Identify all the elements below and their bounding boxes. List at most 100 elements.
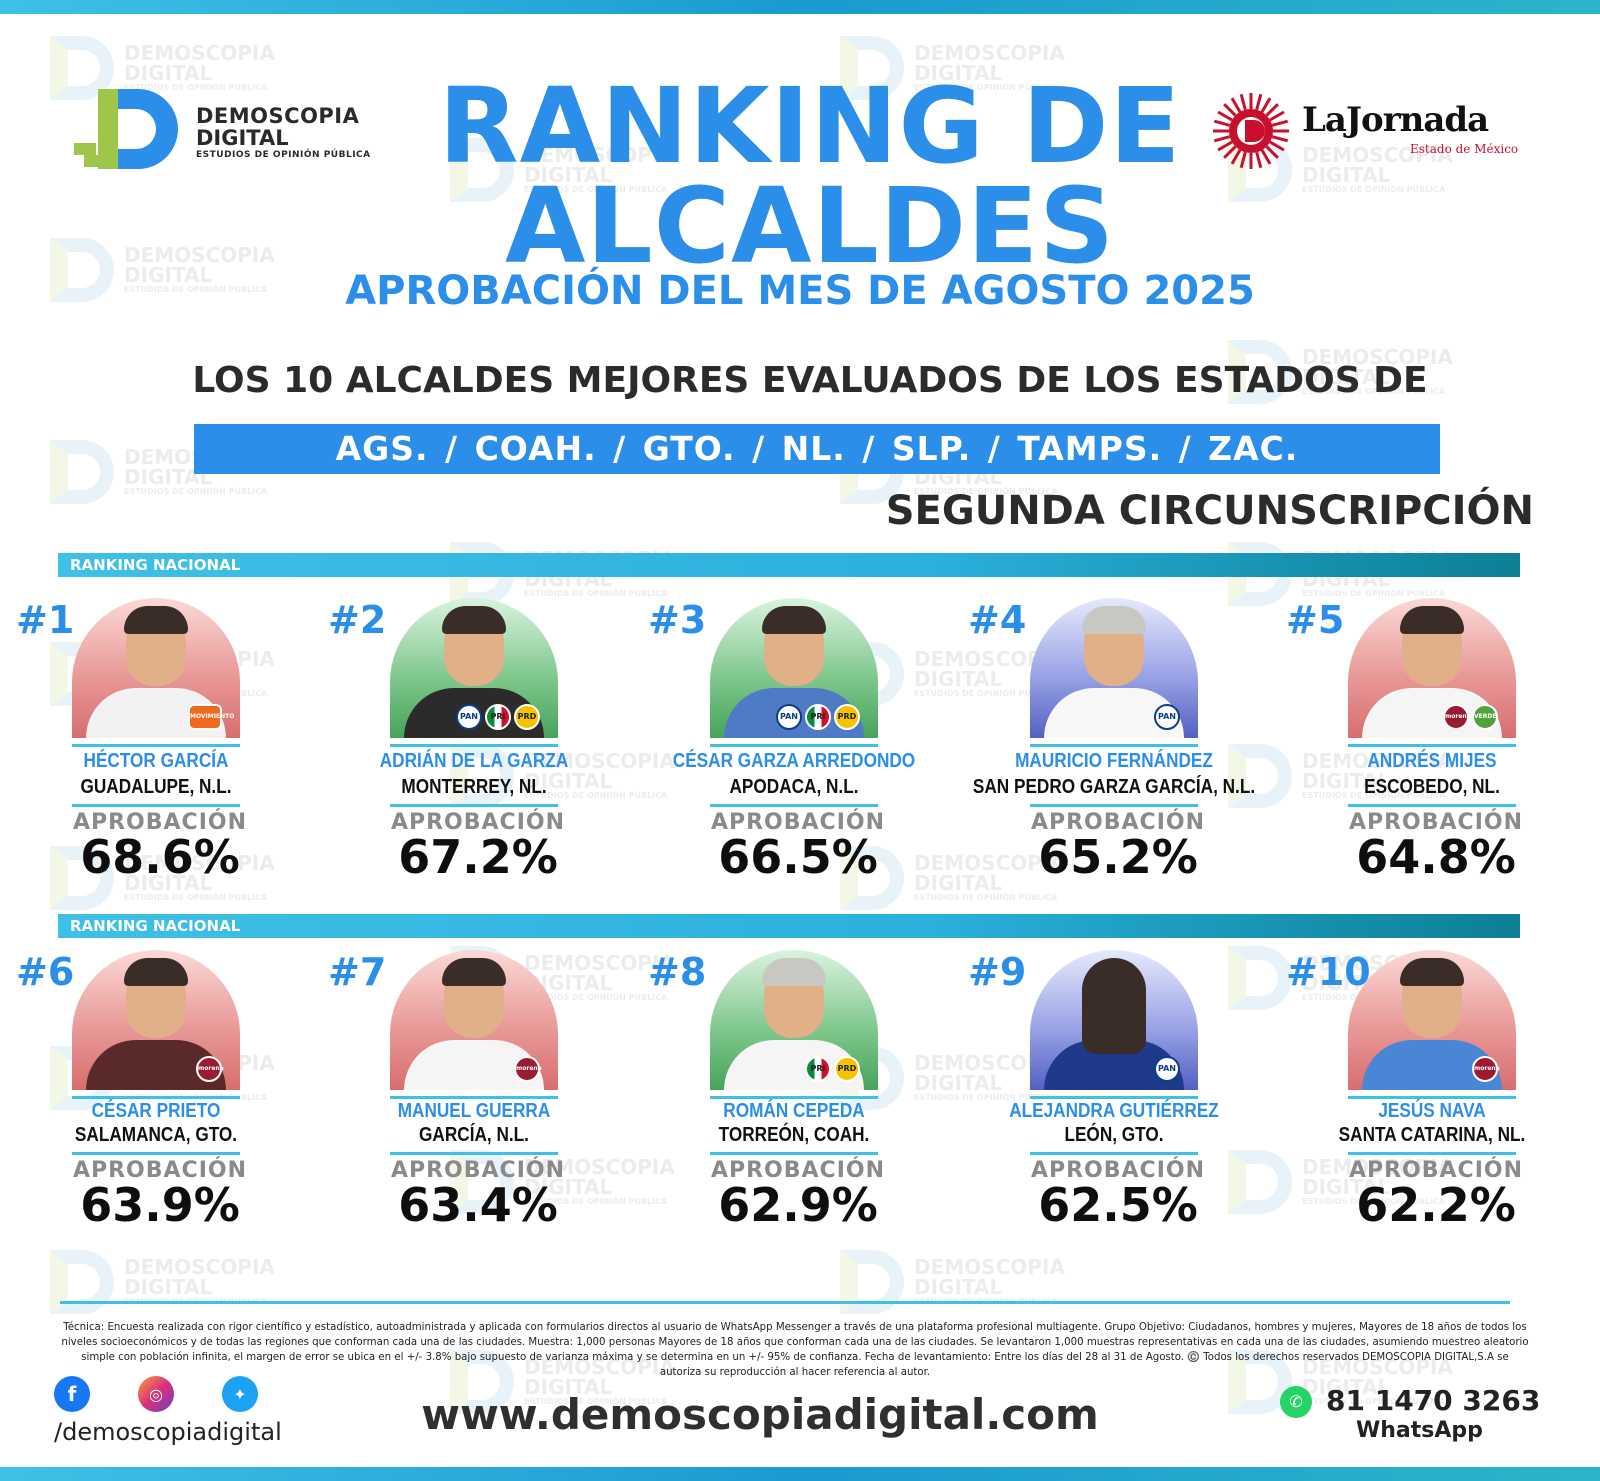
ranking-bar-1: RANKING NACIONAL bbox=[58, 553, 1520, 577]
mayor-card: #3 PAN PRI PRD CÉSAR GARZA ARREDONDO APODACA,… bbox=[648, 598, 948, 898]
watermark-d-icon bbox=[50, 1250, 114, 1314]
name-divider-top bbox=[1348, 1096, 1516, 1099]
name-divider-bottom bbox=[1348, 804, 1516, 807]
mayor-city: SAN PEDRO GARZA GARCÍA, N.L. bbox=[972, 776, 1256, 798]
mayor-city: SANTA CATARINA, NL. bbox=[1338, 1124, 1526, 1146]
name-divider-bottom bbox=[1030, 1152, 1198, 1155]
rank-number: #5 bbox=[1286, 598, 1345, 642]
party-logos: morena bbox=[514, 1056, 542, 1082]
whatsapp-label: WhatsApp bbox=[1356, 1418, 1483, 1443]
mayor-city: APODACA, N.L. bbox=[729, 776, 859, 798]
brand-line-2: DIGITAL bbox=[196, 126, 289, 150]
mayor-card: #6 morena CÉSAR PRIETO SALAMANCA, GTO. APROB… bbox=[10, 950, 310, 1250]
party-logos: PAN PRI PRD bbox=[776, 704, 860, 730]
mayor-city: TORREÓN, COAH. bbox=[718, 1124, 870, 1146]
mayor-photo: PAN PRI PRD bbox=[710, 598, 878, 738]
main-title-line-2: ALCALDES bbox=[504, 165, 1116, 287]
brand-line-1: DEMOSCOPIA bbox=[196, 104, 360, 128]
social-icons: f ◎ ✦ bbox=[54, 1376, 258, 1412]
approval-percentage: 62.5% bbox=[1038, 1178, 1198, 1232]
whatsapp-icon[interactable]: ✆ bbox=[1280, 1386, 1312, 1418]
party-pan-icon: PAN bbox=[776, 704, 802, 730]
hair-shape bbox=[1082, 958, 1146, 1054]
mayor-photo: morena bbox=[390, 950, 558, 1090]
party-logos: morena VERDE bbox=[1443, 704, 1498, 730]
watermark-d-icon bbox=[50, 440, 114, 504]
facebook-icon[interactable]: f bbox=[54, 1376, 90, 1412]
name-divider-bottom bbox=[1030, 804, 1198, 807]
approval-label: APROBACIÓN bbox=[1348, 1158, 1524, 1183]
sun-emblem-icon bbox=[1213, 93, 1289, 169]
party-logos: MOVIMIENTO bbox=[188, 704, 234, 730]
top-accent-bar bbox=[0, 0, 1600, 14]
name-divider-top bbox=[72, 744, 240, 747]
mayor-card: #8 PRI PRD ROMÁN CEPEDA TORREÓN, COAH. APROBA… bbox=[648, 950, 948, 1250]
party-prd-icon: PRD bbox=[834, 704, 860, 730]
rank-number: #8 bbox=[648, 950, 707, 994]
approval-percentage: 63.9% bbox=[80, 1178, 240, 1232]
states-intro: LOS 10 ALCALDES MEJORES EVALUADOS DE LOS… bbox=[192, 360, 1428, 401]
name-divider-top bbox=[710, 1096, 878, 1099]
mayor-card: #7 morena MANUEL GUERRA GARCÍA, N.L. APROBAC… bbox=[328, 950, 628, 1250]
party-morena-icon: morena bbox=[1472, 1056, 1500, 1082]
approval-percentage: 64.8% bbox=[1356, 830, 1516, 884]
mayor-city: LEÓN, GTO. bbox=[1064, 1124, 1164, 1146]
rank-number: #9 bbox=[968, 950, 1027, 994]
approval-percentage: 67.2% bbox=[398, 830, 558, 884]
demoscopia-logo: DEMOSCOPIA DIGITAL ESTUDIOS DE OPINIÓN P… bbox=[72, 85, 382, 175]
instagram-icon[interactable]: ◎ bbox=[138, 1376, 174, 1412]
hair-shape bbox=[1400, 606, 1464, 634]
name-divider-top bbox=[390, 1096, 558, 1099]
watermark-d-icon bbox=[840, 1250, 904, 1314]
mayor-name: ANDRÉS MIJES bbox=[1367, 750, 1497, 772]
name-divider-bottom bbox=[390, 804, 558, 807]
circunscripcion-label: SEGUNDA CIRCUNSCRIPCIÓN bbox=[885, 488, 1534, 534]
name-divider-bottom bbox=[710, 804, 878, 807]
approval-percentage: 63.4% bbox=[398, 1178, 558, 1232]
name-divider-bottom bbox=[1348, 1152, 1516, 1155]
brand-tagline: ESTUDIOS DE OPINIÓN PÚBLICA bbox=[196, 150, 371, 160]
twitter-icon[interactable]: ✦ bbox=[222, 1376, 258, 1412]
mayor-photo: PRI PRD bbox=[710, 950, 878, 1090]
la-jornada-name: LaJornada bbox=[1302, 100, 1489, 140]
mayor-name: MANUEL GUERRA bbox=[397, 1100, 551, 1122]
hair-shape bbox=[1400, 958, 1464, 986]
approval-label: APROBACIÓN bbox=[1030, 1158, 1206, 1183]
website-link[interactable]: www.demoscopiadigital.com bbox=[421, 1390, 1099, 1439]
mayor-card: #9 PAN ALEJANDRA GUTIÉRREZ LEÓN, GTO. APROBA… bbox=[968, 950, 1268, 1250]
mayor-city: GARCÍA, N.L. bbox=[419, 1124, 529, 1146]
whatsapp-phone[interactable]: 81 1470 3263 bbox=[1326, 1384, 1541, 1417]
approval-percentage: 66.5% bbox=[718, 830, 878, 884]
mayor-name: ADRIÁN DE LA GARZA bbox=[379, 750, 569, 772]
hair-shape bbox=[442, 958, 506, 986]
mayor-city: GUADALUPE, N.L. bbox=[80, 776, 232, 798]
name-divider-bottom bbox=[72, 1152, 240, 1155]
party-logos: PRI PRD bbox=[805, 1056, 860, 1082]
mayor-city: ESCOBEDO, NL. bbox=[1364, 776, 1500, 798]
hair-shape bbox=[124, 606, 188, 634]
party-pan-icon: PAN bbox=[456, 704, 482, 730]
social-handle[interactable]: /demoscopiadigital bbox=[54, 1418, 282, 1446]
approval-label: APROBACIÓN bbox=[1030, 810, 1206, 835]
name-divider-bottom bbox=[72, 804, 240, 807]
month-subtitle: APROBACIÓN DEL MES DE AGOSTO 2025 bbox=[345, 268, 1255, 314]
approval-label: APROBACIÓN bbox=[72, 1158, 248, 1183]
la-jornada-logo: LaJornada Estado de México bbox=[1210, 90, 1540, 170]
party-pan-icon: PAN bbox=[1154, 704, 1180, 730]
approval-label: APROBACIÓN bbox=[1348, 810, 1524, 835]
name-divider-bottom bbox=[710, 1152, 878, 1155]
party-logos: morena bbox=[196, 1056, 224, 1082]
party-pri-icon: PRI bbox=[485, 704, 511, 730]
name-divider-top bbox=[1030, 1096, 1198, 1099]
mayor-photo: morena bbox=[72, 950, 240, 1090]
mayor-card: #1 MOVIMIENTO HÉCTOR GARCÍA GUADALUPE, N.L.… bbox=[10, 598, 310, 898]
approval-label: APROBACIÓN bbox=[390, 1158, 566, 1183]
mayor-card: #5 morena VERDE ANDRÉS MIJES ESCOBEDO, NL. AP… bbox=[1286, 598, 1586, 898]
hair-shape bbox=[1082, 606, 1146, 634]
ranking-bar-2: RANKING NACIONAL bbox=[58, 914, 1520, 938]
demoscopia-d-icon bbox=[74, 89, 178, 169]
rank-number: #7 bbox=[328, 950, 387, 994]
hair-shape bbox=[762, 958, 826, 986]
